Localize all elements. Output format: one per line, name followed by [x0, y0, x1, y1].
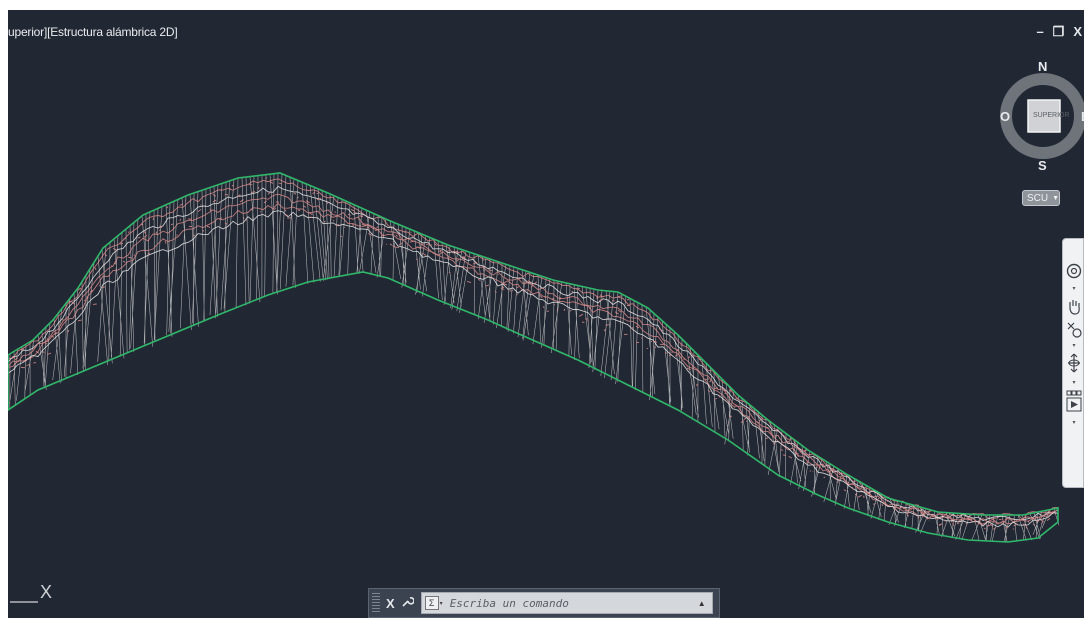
chevron-down-icon[interactable]: ▾	[439, 600, 443, 607]
showmotion-icon[interactable]	[1065, 389, 1083, 415]
sigma-icon[interactable]: Σ	[424, 596, 439, 610]
ucs-axis-icon: X	[10, 580, 68, 610]
contour-line	[8, 193, 1059, 524]
drag-handle[interactable]	[372, 593, 380, 613]
restore-icon[interactable]: ❐	[1052, 24, 1065, 39]
zoom-extents-icon[interactable]	[1065, 319, 1083, 341]
contour-line	[8, 202, 1059, 525]
contour-line	[8, 185, 1059, 521]
contour-line	[8, 178, 1059, 521]
viewcube[interactable]: SUPERIOR N S E O	[998, 59, 1084, 174]
navigation-bar: ▾ ▾ ▾ ▾	[1062, 238, 1084, 488]
command-input-box: Σ ▾ ▲	[420, 592, 713, 614]
chevron-down-icon[interactable]: ▾	[1072, 343, 1076, 349]
wrench-icon[interactable]	[401, 595, 415, 611]
chevron-down-icon[interactable]: ▾	[1072, 420, 1076, 426]
compass-ring[interactable]	[998, 64, 1084, 174]
close-icon[interactable]: X	[386, 595, 395, 611]
tin-mesh-lines	[9, 173, 1060, 542]
compass-west[interactable]: O	[1000, 109, 1011, 124]
compass-north[interactable]: N	[1038, 59, 1048, 74]
chevron-down-icon: ▼	[1052, 194, 1060, 202]
close-icon[interactable]: X	[1073, 24, 1082, 39]
orbit-icon[interactable]	[1065, 351, 1083, 375]
minimize-icon[interactable]: –	[1036, 24, 1044, 39]
drawing-viewport[interactable]: uperior][Estructura alámbrica 2D] – ❐ X …	[8, 10, 1084, 618]
viewcube-face[interactable]	[1027, 99, 1061, 133]
contour-detail	[11, 177, 1054, 530]
viewport-controls-label[interactable]: uperior][Estructura alámbrica 2D]	[8, 25, 178, 39]
command-line: X Σ ▾ ▲	[368, 588, 720, 618]
chevron-up-icon[interactable]: ▲	[697, 598, 706, 608]
steering-wheel-icon[interactable]	[1065, 261, 1083, 281]
ucs-menu-button[interactable]: SCU ▼	[1022, 190, 1060, 206]
viewport-window-controls: – ❐ X	[1036, 24, 1082, 40]
pan-icon[interactable]	[1065, 295, 1083, 317]
terrain-surface-drawing	[8, 172, 1060, 543]
compass-south[interactable]: S	[1038, 158, 1047, 173]
chevron-down-icon[interactable]: ▾	[1072, 380, 1076, 386]
contour-line	[8, 210, 1059, 528]
chevron-down-icon[interactable]: ▾	[1072, 286, 1076, 292]
ucs-menu-label: SCU	[1027, 192, 1049, 204]
ucs-x-label: X	[40, 582, 53, 602]
surface-boundary	[8, 172, 1059, 543]
compass-east[interactable]: E	[1081, 109, 1084, 124]
viewcube-face-label: SUPERIOR	[1033, 112, 1070, 119]
command-input[interactable]	[447, 595, 672, 611]
